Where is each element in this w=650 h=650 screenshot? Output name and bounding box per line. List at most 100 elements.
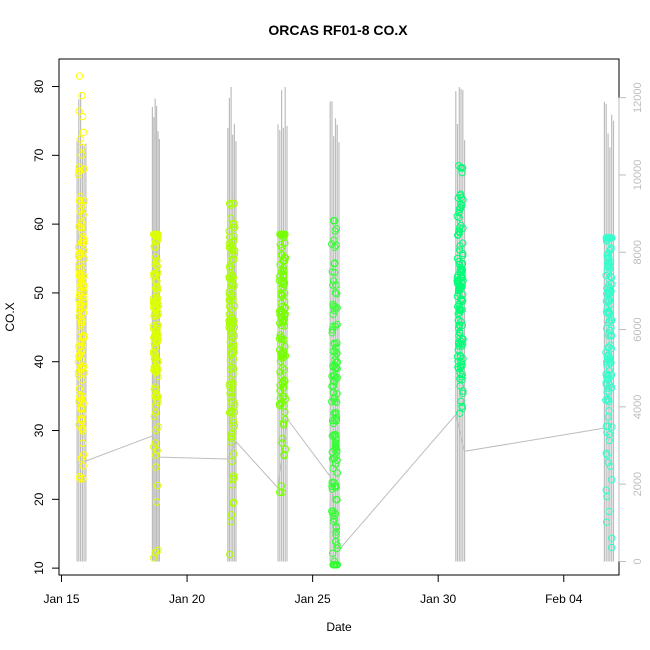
co-point-flight-2 — [150, 412, 159, 421]
co-point-flight-5 — [328, 326, 337, 334]
co-point-flight-6 — [456, 228, 464, 237]
co-point-flight-5 — [331, 268, 339, 277]
co-point-flight-6 — [456, 191, 464, 200]
y-tick-label: 30 — [32, 424, 46, 438]
co-point-flight-7 — [603, 324, 611, 333]
co-point-flight-1 — [75, 342, 83, 350]
co-point-flight-3 — [227, 305, 236, 314]
co-point-flight-6 — [453, 212, 461, 221]
co-point-flight-6 — [456, 329, 464, 337]
co-point-flight-2 — [152, 337, 160, 345]
co-point-flight-6 — [456, 375, 464, 383]
co-point-flight-2 — [151, 383, 159, 391]
co-point-flight-1 — [75, 197, 84, 205]
co-point-flight-1 — [78, 228, 87, 237]
co-point-flight-5 — [331, 430, 340, 439]
co-point-flight-2 — [153, 481, 162, 490]
co-point-flight-1 — [80, 302, 88, 311]
co-point-flight-6 — [458, 272, 466, 280]
co-point-flight-3 — [230, 232, 238, 241]
co-point-flight-7 — [603, 251, 611, 259]
co-point-flight-4 — [279, 271, 288, 279]
co-point-flight-2 — [153, 262, 162, 270]
co-point-flight-5 — [333, 469, 341, 477]
co-point-flight-3 — [228, 244, 236, 253]
x-tick-label: Feb 04 — [545, 592, 583, 606]
co-point-flight-7 — [602, 449, 610, 457]
co-point-flight-7 — [604, 255, 613, 263]
co-point-flight-4 — [275, 399, 284, 408]
co-point-flight-7 — [602, 358, 611, 366]
co-point-flight-3 — [226, 407, 235, 416]
co-point-flight-2 — [153, 396, 161, 404]
co-point-flight-2 — [153, 330, 161, 338]
co-point-flight-3 — [228, 281, 236, 289]
right-tick-label: 2000 — [632, 472, 644, 496]
co-point-flight-5 — [331, 361, 339, 369]
co-point-flight-4 — [280, 322, 289, 330]
co-point-flight-6 — [458, 168, 466, 177]
co-point-flight-5 — [331, 217, 339, 225]
co-point-flight-3 — [230, 332, 239, 340]
co-point-flight-2 — [154, 546, 162, 554]
co-point-flight-5 — [329, 561, 337, 569]
co-point-flight-7 — [606, 272, 615, 281]
co-point-flight-3 — [230, 399, 238, 407]
co-point-flight-1 — [76, 393, 84, 401]
co-point-flight-7 — [603, 428, 611, 436]
co-point-flight-5 — [332, 225, 341, 233]
co-point-flight-7 — [608, 543, 616, 552]
co-point-flight-3 — [227, 511, 236, 519]
co-point-flight-5 — [331, 303, 339, 311]
co-point-flight-1 — [78, 392, 87, 400]
co-point-flight-6 — [454, 271, 462, 280]
co-point-flight-3 — [229, 498, 238, 506]
co-point-flight-1 — [78, 424, 87, 432]
co-point-flight-7 — [603, 388, 611, 396]
co-point-flight-7 — [603, 373, 611, 381]
co-point-flight-5 — [332, 417, 340, 425]
co-point-flight-1 — [75, 72, 84, 80]
right-altitude-axis: 0 2000 4000 6000 8000 10000 12000 — [618, 82, 644, 565]
co-point-flight-1 — [75, 107, 83, 115]
co-point-flight-2 — [149, 294, 158, 302]
co-point-flight-4 — [277, 400, 285, 409]
co-point-flight-7 — [605, 507, 613, 516]
co-point-flight-1 — [78, 415, 86, 423]
co-point-flight-5 — [332, 528, 340, 536]
y-tick-label: 80 — [32, 80, 46, 94]
co-point-flight-3 — [229, 237, 237, 246]
co-point-flight-6 — [455, 300, 463, 308]
co-point-flight-5 — [332, 495, 340, 504]
co-point-flight-5 — [329, 277, 338, 285]
co-point-flight-3 — [228, 329, 236, 338]
co-point-flight-5 — [332, 413, 341, 421]
co-point-flight-6 — [457, 397, 465, 405]
x-axis-label: Date — [326, 620, 352, 634]
co-point-flight-5 — [333, 456, 341, 465]
co-point-flight-5 — [331, 483, 339, 491]
co-point-flight-4 — [276, 331, 284, 339]
co-point-flight-2 — [153, 446, 161, 455]
co-point-flight-4 — [279, 364, 287, 372]
co-point-flight-6 — [453, 292, 462, 301]
co-point-flight-1 — [79, 235, 88, 244]
co-point-flight-1 — [80, 255, 88, 263]
co-point-flight-5 — [328, 432, 336, 440]
co-point-flight-1 — [79, 293, 87, 302]
co-point-flight-3 — [229, 355, 238, 363]
co-point-flight-4 — [277, 353, 285, 361]
co-point-flight-7 — [608, 534, 616, 542]
co-point-flight-3 — [230, 408, 239, 416]
co-point-flight-5 — [332, 436, 340, 444]
co-point-flight-4 — [280, 451, 288, 459]
co-point-flight-2 — [150, 366, 158, 374]
co-point-flight-5 — [329, 363, 337, 371]
co-point-flight-5 — [333, 320, 341, 329]
co-point-flight-1 — [76, 288, 84, 296]
co-point-flight-1 — [75, 163, 83, 171]
co-point-flight-3 — [227, 279, 235, 288]
co-point-flight-4 — [278, 292, 286, 300]
co-point-flight-1 — [74, 243, 83, 251]
co-point-flight-5 — [328, 240, 336, 248]
